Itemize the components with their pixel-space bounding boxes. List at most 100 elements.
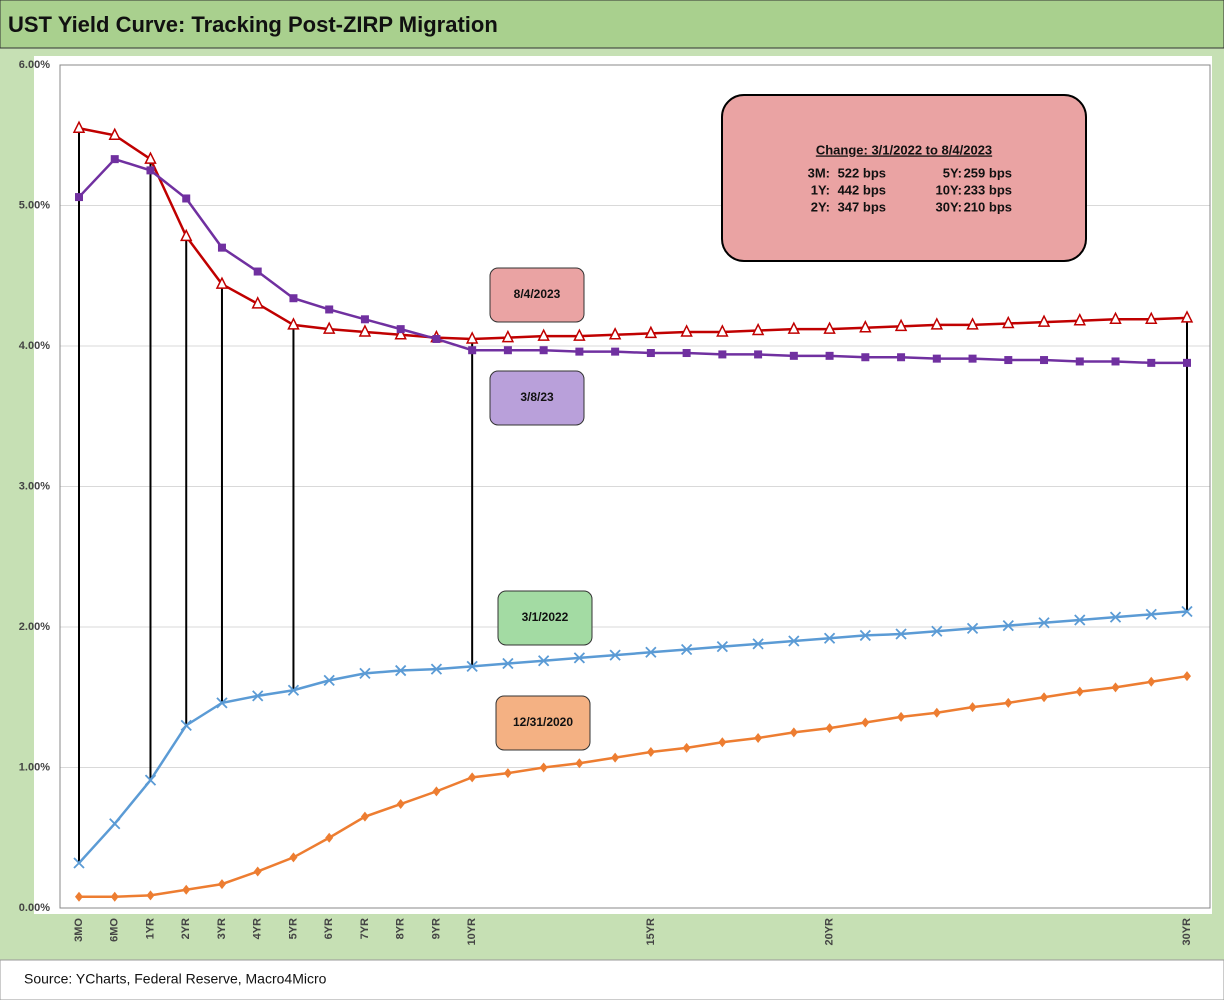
marker [1181, 605, 1193, 618]
x-tick-label: 10YR [466, 918, 478, 946]
marker [289, 852, 298, 863]
marker [932, 354, 941, 363]
annotation-box [721, 94, 1087, 262]
marker [682, 742, 691, 753]
marker [73, 857, 85, 869]
marker [360, 811, 369, 822]
marker [251, 296, 264, 309]
marker [861, 717, 870, 728]
annotation-cell: 3M: [808, 165, 830, 180]
y-tick-label: 0.00% [19, 902, 50, 914]
annotation-cell: 210 bps [964, 199, 1012, 214]
marker [1111, 682, 1120, 693]
chart-title: UST Yield Curve: Tracking Post-ZIRP Migr… [8, 12, 498, 37]
annotation-cell: 522 bps [838, 165, 886, 180]
legend-box [489, 370, 585, 426]
marker [718, 737, 727, 748]
marker [716, 324, 729, 337]
marker [432, 334, 441, 343]
marker [1109, 311, 1122, 325]
annotation-cell: 442 bps [838, 182, 886, 197]
marker [182, 194, 191, 203]
x-tick-label: 20YR [823, 918, 835, 946]
plot-border [59, 64, 1211, 909]
x-tick-label: 30YR [1181, 918, 1193, 946]
marker [930, 317, 944, 330]
marker [396, 799, 405, 810]
marker [109, 818, 121, 830]
marker [1183, 671, 1191, 682]
marker [502, 657, 514, 670]
marker [825, 723, 834, 734]
marker [1037, 314, 1051, 327]
marker [861, 353, 870, 362]
x-tick-label: 3YR [216, 918, 228, 939]
legend-label: 8/4/2023 [514, 287, 561, 301]
marker [466, 660, 478, 672]
marker [825, 351, 834, 360]
marker [788, 635, 800, 647]
marker [895, 628, 907, 640]
marker [1109, 611, 1122, 623]
x-tick-label: 6YR [323, 918, 335, 939]
marker [646, 747, 655, 758]
marker [322, 321, 336, 334]
y-tick-label: 2.00% [19, 621, 50, 633]
annotation-cell: 233 bps [964, 182, 1012, 197]
marker [966, 622, 979, 635]
legend-label: 12/31/2020 [513, 715, 573, 729]
marker [538, 655, 550, 667]
annotation-cell: 10Y: [936, 182, 963, 197]
marker [503, 768, 512, 779]
marker [1183, 358, 1191, 367]
marker [859, 629, 871, 642]
marker [575, 347, 584, 356]
marker [575, 758, 584, 769]
marker [968, 354, 977, 363]
marker [716, 641, 728, 653]
marker [966, 317, 979, 330]
x-tick-label: 15YR [645, 918, 657, 946]
x-tick-label: 9YR [430, 918, 442, 939]
marker [430, 663, 443, 675]
x-tick-label: 4YR [252, 918, 264, 939]
marker [1145, 608, 1157, 620]
marker [465, 331, 479, 344]
marker [180, 228, 193, 242]
legend-label: 3/8/23 [520, 390, 554, 404]
x-tick-label: 5YR [287, 918, 299, 939]
legend-label: 3/1/2022 [522, 610, 569, 624]
marker [931, 625, 943, 637]
marker [325, 832, 334, 843]
marker [359, 667, 371, 680]
x-tick-label: 3MO [73, 918, 85, 942]
y-tick-label: 1.00% [19, 761, 50, 773]
marker [468, 346, 477, 355]
marker [110, 155, 119, 164]
marker [787, 321, 801, 334]
marker [754, 350, 763, 359]
marker [1147, 358, 1156, 367]
marker [968, 702, 977, 713]
marker [789, 727, 798, 738]
marker [75, 891, 83, 902]
marker [503, 346, 512, 355]
marker [897, 353, 906, 362]
marker [217, 879, 226, 890]
y-tick-label: 4.00% [19, 340, 50, 352]
x-tick-label: 2YR [180, 918, 192, 939]
marker [573, 652, 586, 664]
marker [396, 325, 405, 334]
marker [609, 649, 621, 661]
legend-box [495, 695, 591, 751]
y-tick-label: 6.00% [19, 59, 50, 71]
marker [1073, 313, 1086, 326]
series-line [78, 126, 1188, 341]
marker [539, 762, 548, 773]
marker [252, 690, 264, 702]
marker [789, 351, 798, 360]
marker [253, 866, 262, 877]
marker [110, 891, 119, 902]
legend-box [489, 267, 585, 323]
